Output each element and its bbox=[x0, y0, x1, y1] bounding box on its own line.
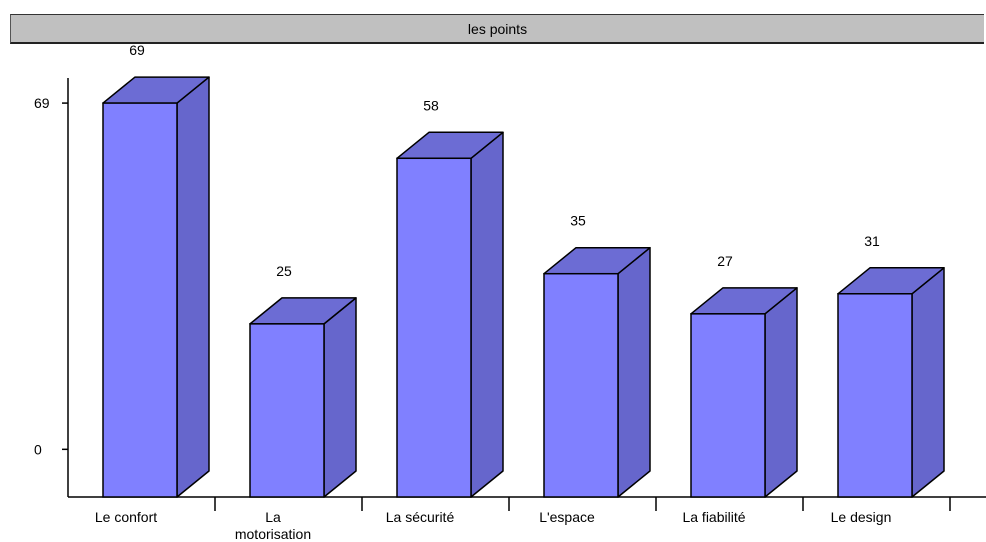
bar bbox=[837, 267, 945, 498]
bar-side bbox=[323, 297, 357, 498]
category-label: La bbox=[265, 509, 281, 525]
bar-front bbox=[102, 102, 178, 498]
category-label: La sécurité bbox=[386, 509, 455, 525]
data-label: 31 bbox=[864, 233, 880, 249]
bar-front bbox=[396, 157, 472, 498]
bar-side bbox=[176, 76, 210, 498]
bar-front bbox=[249, 323, 325, 498]
y-tick-label: 69 bbox=[34, 95, 50, 111]
category-label: L'espace bbox=[539, 509, 595, 525]
category-label: Le confort bbox=[95, 509, 157, 525]
data-label: 69 bbox=[129, 42, 145, 58]
y-tick-label: 0 bbox=[34, 441, 42, 457]
bar-side bbox=[617, 246, 651, 498]
chart-title: les points bbox=[10, 14, 984, 44]
bar bbox=[543, 246, 651, 498]
data-label: 27 bbox=[717, 253, 733, 269]
bar-front bbox=[543, 272, 619, 498]
data-label: 35 bbox=[570, 213, 586, 229]
bar-side bbox=[764, 287, 798, 498]
bar-front bbox=[837, 293, 913, 498]
data-label: 58 bbox=[423, 97, 439, 113]
data-label: 25 bbox=[276, 263, 292, 279]
bar bbox=[690, 287, 798, 498]
bar bbox=[396, 131, 504, 498]
bar-side bbox=[911, 267, 945, 498]
bar-front bbox=[690, 313, 766, 498]
bar bbox=[102, 76, 210, 498]
category-label: motorisation bbox=[235, 526, 311, 542]
category-label: La fiabilité bbox=[682, 509, 745, 525]
bar bbox=[249, 297, 357, 498]
bar-side bbox=[470, 131, 504, 498]
category-label: Le design bbox=[831, 509, 892, 525]
